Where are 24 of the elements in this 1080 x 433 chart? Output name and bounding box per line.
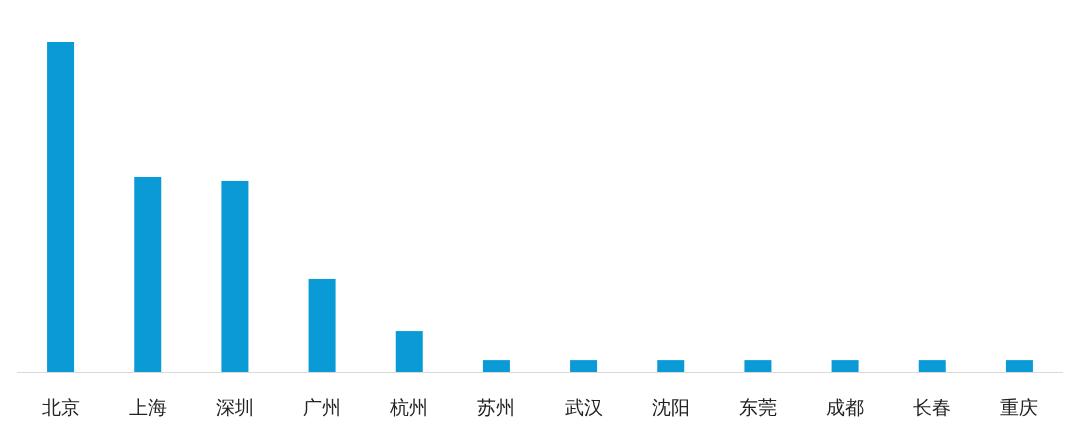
bar: [221, 180, 249, 372]
bar: [744, 360, 772, 372]
bar: [570, 360, 598, 372]
bar: [1005, 360, 1033, 372]
bar: [47, 42, 75, 372]
bar: [395, 331, 423, 372]
bar: [482, 360, 510, 372]
x-tick-label: 重庆: [1000, 396, 1039, 418]
x-tick-label: 成都: [826, 396, 865, 418]
x-tick-label: 北京: [41, 396, 80, 418]
bar: [308, 278, 336, 372]
x-tick-label: 长春: [913, 396, 952, 418]
bar: [657, 360, 685, 372]
bar: [831, 360, 859, 372]
x-tick-label: 上海: [128, 396, 167, 418]
bar: [134, 176, 162, 372]
x-tick-label: 沈阳: [651, 396, 690, 418]
x-tick-label: 东莞: [738, 396, 777, 418]
x-tick-label: 武汉: [564, 396, 603, 418]
bar: [918, 360, 946, 372]
x-tick-label: 杭州: [389, 396, 429, 418]
x-tick-label: 广州: [303, 396, 342, 418]
x-tick-label: 苏州: [477, 396, 516, 418]
x-tick-label: 深圳: [215, 396, 254, 418]
